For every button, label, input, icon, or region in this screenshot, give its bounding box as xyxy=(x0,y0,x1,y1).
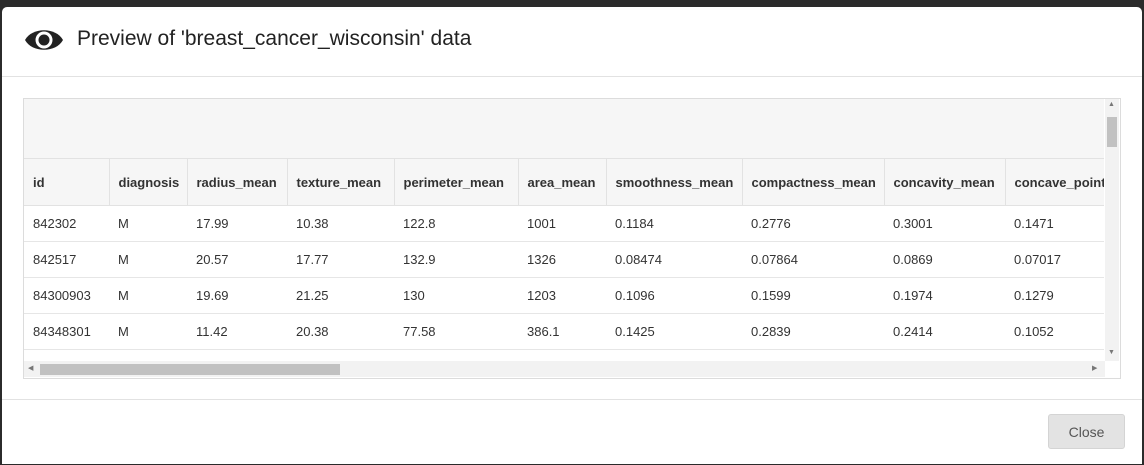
column-header: concavity_mean xyxy=(884,159,1006,206)
column-header: radius_mean xyxy=(187,159,288,206)
table-cell: 386.1 xyxy=(518,313,606,350)
table-cell: 0.07017 xyxy=(1005,241,1104,278)
table-cell: 0.1599 xyxy=(742,277,884,314)
table-cell: 0.2414 xyxy=(884,313,1005,350)
horizontal-scrollbar[interactable]: ◀ ▶ xyxy=(24,361,1105,377)
table-cell: 842517 xyxy=(24,241,109,278)
table-cell: M xyxy=(109,313,187,350)
table-cell: 20.57 xyxy=(187,241,287,278)
table-toolbar xyxy=(24,99,1104,159)
modal-title: Preview of 'breast_cancer_wisconsin' dat… xyxy=(77,27,472,50)
table-cell: 0.1974 xyxy=(884,277,1005,314)
table-cell: 0.1052 xyxy=(1005,313,1104,350)
table-cell: 0.3001 xyxy=(884,205,1005,242)
column-header: area_mean xyxy=(518,159,607,206)
table-cell: M xyxy=(109,277,187,314)
table-cell: 0.07864 xyxy=(742,241,884,278)
table-cell: 17.77 xyxy=(287,241,394,278)
table-cell: 122.8 xyxy=(394,205,518,242)
table-cell: M xyxy=(109,205,187,242)
column-header: id xyxy=(24,159,110,206)
table-cell: 0.1096 xyxy=(606,277,742,314)
table-cell: 11.42 xyxy=(187,313,287,350)
table-cell: 0.1184 xyxy=(606,205,742,242)
table-viewport: id diagnosis radius_mean texture_mean perime… xyxy=(24,159,1104,351)
eye-icon xyxy=(25,30,63,50)
header-row: id diagnosis radius_mean texture_mean perime… xyxy=(24,159,1104,206)
table-panel: id diagnosis radius_mean texture_mean perime… xyxy=(23,98,1121,379)
table-row: 84348301 M 11.42 20.38 77.58 386.1 0.1425 0.283… xyxy=(24,313,1104,350)
table-cell: 130 xyxy=(394,277,518,314)
modal-header: Preview of 'breast_cancer_wisconsin' dat… xyxy=(2,7,1142,77)
table-cell: 19.69 xyxy=(187,277,287,314)
column-header: perimeter_mean xyxy=(394,159,519,206)
table-row: 84300903 M 19.69 21.25 130 1203 0.1096 0.1599 0.… xyxy=(24,277,1104,314)
table-cell: 0.2776 xyxy=(742,205,884,242)
table-cell: 1203 xyxy=(518,277,606,314)
table-cell: 0.2839 xyxy=(742,313,884,350)
table-cell: 77.58 xyxy=(394,313,518,350)
table-cell: M xyxy=(109,241,187,278)
table-cell: 10.38 xyxy=(287,205,394,242)
table-cell: 84300903 xyxy=(24,277,109,314)
table-row: 842302 M 17.99 10.38 122.8 1001 0.1184 0.2776 0.… xyxy=(24,205,1104,242)
column-header: diagnosis xyxy=(109,159,188,206)
table-cell: 0.1279 xyxy=(1005,277,1104,314)
table-cell: 84348301 xyxy=(24,313,109,350)
scroll-thumb[interactable] xyxy=(40,364,340,375)
table-cell: 842302 xyxy=(24,205,109,242)
table-cell: 0.08474 xyxy=(606,241,742,278)
column-header: texture_mean xyxy=(287,159,395,206)
table-cell: 0.0869 xyxy=(884,241,1005,278)
vertical-scrollbar[interactable]: ▲ ▼ xyxy=(1105,99,1119,361)
modal-footer: Close xyxy=(2,399,1142,465)
table-cell: 0.1471 xyxy=(1005,205,1104,242)
table-cell: 21.25 xyxy=(287,277,394,314)
table-row: 842517 M 20.57 17.77 132.9 1326 0.08474 0.07864… xyxy=(24,241,1104,278)
table-cell: 1001 xyxy=(518,205,606,242)
column-header: compactness_mean xyxy=(742,159,885,206)
column-header: smoothness_mean xyxy=(606,159,743,206)
table-cell: 20.38 xyxy=(287,313,394,350)
table-cell: 1326 xyxy=(518,241,606,278)
scroll-thumb[interactable] xyxy=(1107,117,1117,147)
close-button[interactable]: Close xyxy=(1048,414,1125,449)
table-cell: 132.9 xyxy=(394,241,518,278)
column-header: concave_points_mean xyxy=(1005,159,1104,206)
table-cell: 0.1425 xyxy=(606,313,742,350)
data-table: id diagnosis radius_mean texture_mean perime… xyxy=(24,159,1104,350)
modal: Preview of 'breast_cancer_wisconsin' dat… xyxy=(2,7,1142,464)
table-cell: 17.99 xyxy=(187,205,287,242)
